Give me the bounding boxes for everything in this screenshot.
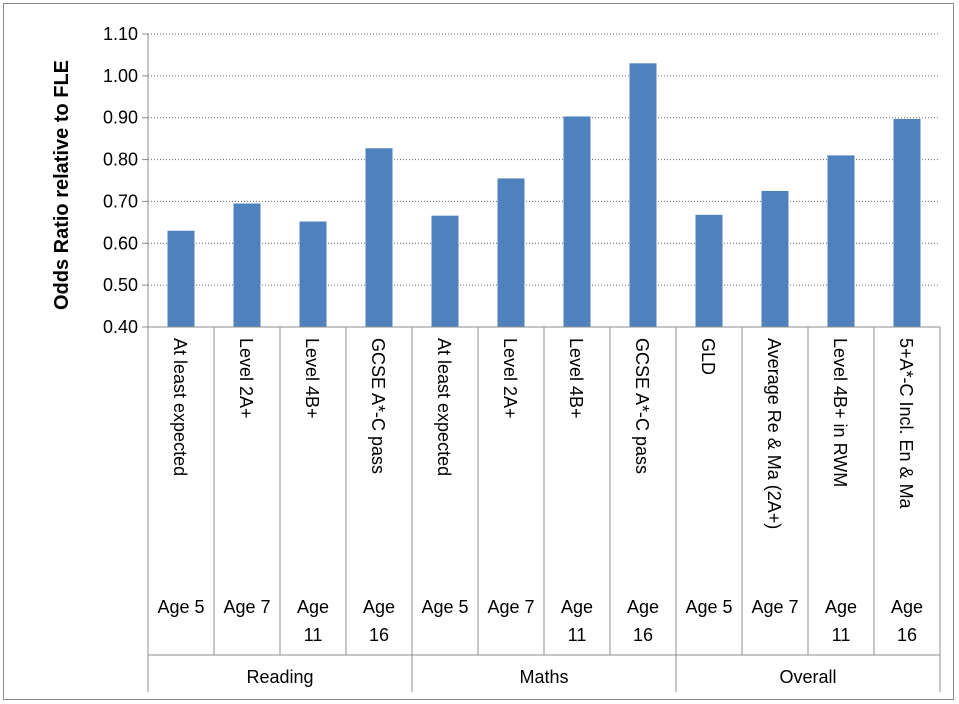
axes — [142, 33, 941, 692]
bar — [167, 230, 195, 327]
bar — [893, 118, 921, 327]
age-label: 11 — [832, 625, 851, 645]
age-label: Age — [891, 597, 923, 617]
x-tick-label: Level 4B+ — [566, 338, 586, 419]
y-tick-label: 1.00 — [103, 66, 138, 86]
group-label: Reading — [246, 667, 313, 687]
age-label: 11 — [304, 625, 323, 645]
group-label: Overall — [779, 667, 836, 687]
age-label: 16 — [369, 625, 389, 645]
age-label: Age — [363, 597, 395, 617]
age-label: 16 — [633, 625, 653, 645]
age-label: Age — [627, 597, 659, 617]
group-label: Maths — [519, 667, 568, 687]
y-tick-label: 0.80 — [103, 150, 138, 170]
bar — [695, 214, 723, 327]
age-label: Age 7 — [487, 597, 534, 617]
x-tick-label: At least expected — [434, 338, 454, 476]
age-label: Age 5 — [685, 597, 732, 617]
x-tick-label: 5+A*-C Incl. En & Ma — [896, 338, 916, 510]
x-tick-label: Average Re & Ma (2A+) — [764, 338, 784, 529]
bar — [431, 215, 459, 327]
bar — [365, 148, 393, 327]
x-tick-label: Level 2A+ — [500, 338, 520, 419]
gridlines — [148, 33, 940, 286]
x-tick-label: GCSE A*-C pass — [368, 338, 388, 474]
bar — [629, 63, 657, 328]
y-axis-title: Odds Ratio relative to FLE — [51, 60, 73, 310]
age-label: Age — [297, 597, 329, 617]
age-label: 16 — [897, 625, 917, 645]
x-tick-label: Level 2A+ — [236, 338, 256, 419]
bar — [761, 190, 789, 327]
x-tick-label: GCSE A*-C pass — [632, 338, 652, 474]
y-tick-label: 0.60 — [103, 233, 138, 253]
age-label: Age 7 — [223, 597, 270, 617]
labels: 0.40 0.50 0.60 0.70 0.80 0.90 1.00 1.10 At least… — [103, 24, 923, 687]
age-label: Age 7 — [751, 597, 798, 617]
bars — [167, 63, 921, 328]
bar — [497, 178, 525, 327]
x-tick-label: Level 4B+ in RWM — [830, 338, 850, 487]
age-label: Age 5 — [421, 597, 468, 617]
x-tick-label: GLD — [698, 338, 718, 375]
age-label: Age — [825, 597, 857, 617]
y-tick-label: 1.10 — [103, 24, 138, 44]
x-tick-label: Level 4B+ — [302, 338, 322, 419]
age-label: Age — [561, 597, 593, 617]
y-tick-label: 0.90 — [103, 108, 138, 128]
y-tick-label: 0.70 — [103, 191, 138, 211]
bar — [827, 155, 855, 327]
x-tick-label: At least expected — [170, 338, 190, 476]
bar — [299, 221, 327, 327]
age-label: 11 — [568, 625, 587, 645]
y-tick-label: 0.40 — [103, 317, 138, 337]
bar — [233, 203, 261, 327]
bar — [563, 116, 591, 327]
age-label: Age 5 — [157, 597, 204, 617]
y-tick-label: 0.50 — [103, 275, 138, 295]
